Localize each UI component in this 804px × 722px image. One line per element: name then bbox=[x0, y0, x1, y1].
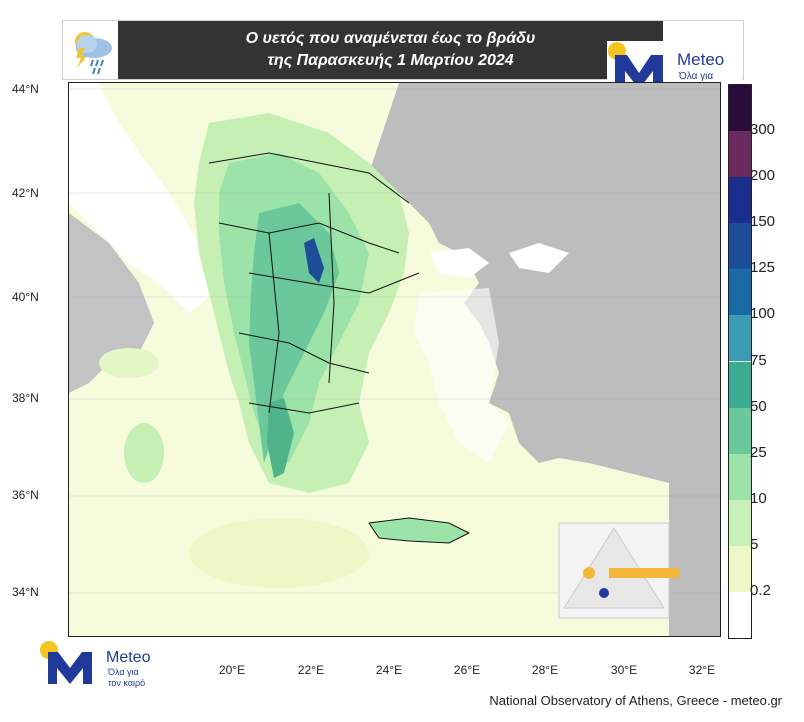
colorbar-label: 25 bbox=[750, 443, 767, 461]
colorbar-segment bbox=[729, 545, 751, 592]
lat-label-40: 40°N bbox=[12, 290, 39, 304]
colorbar-label: 50 bbox=[750, 397, 767, 415]
precipitation-map bbox=[68, 82, 721, 637]
title-line-1: Ο υετός που αναμένεται έως το βράδυ bbox=[245, 30, 536, 47]
lon-label-30: 30°E bbox=[610, 663, 638, 677]
lat-label-36: 36°N bbox=[12, 488, 39, 502]
logo-tagline-2-bottom: τον καιρό bbox=[108, 678, 145, 688]
logo-brand-bottom: Meteo bbox=[106, 649, 151, 666]
lon-label-24: 24°E bbox=[375, 663, 403, 677]
title-banner: Ο υετός που αναμένεται έως το βράδυ της … bbox=[62, 20, 744, 99]
meteo-logo-icon: Meteo Όλα για τον καιρό bbox=[40, 641, 151, 688]
lon-label-28: 28°E bbox=[531, 663, 559, 677]
rain-cloud-icon bbox=[75, 32, 112, 75]
colorbar-segment bbox=[729, 453, 751, 500]
lon-label-32: 32°E bbox=[688, 663, 716, 677]
colorbar-label: 200 bbox=[750, 167, 776, 185]
colorbar-segment bbox=[729, 269, 751, 316]
meteo-logo-bottom: Meteo Όλα για τον καιρό bbox=[40, 640, 170, 690]
title-line-2: της Παρασκευής 1 Μαρτίου 2024 bbox=[267, 52, 514, 69]
lon-label-20: 20°E bbox=[218, 663, 246, 677]
lon-label-22: 22°E bbox=[297, 663, 325, 677]
colorbar-label: 300 bbox=[750, 121, 776, 139]
colorbar-segment bbox=[729, 85, 751, 132]
colorbar-segment bbox=[729, 223, 751, 270]
precipitation-colorbar bbox=[728, 84, 752, 639]
colorbar-segment bbox=[729, 591, 751, 638]
logo-brand: Meteo bbox=[677, 50, 724, 69]
lat-label-38: 38°N bbox=[12, 391, 39, 405]
colorbar-label: 100 bbox=[750, 305, 776, 323]
colorbar-label: 150 bbox=[750, 213, 776, 231]
logo-tagline-1: Όλα για bbox=[678, 71, 713, 82]
colorbar-segment bbox=[729, 407, 751, 454]
source-footer: National Observatory of Athens, Greece -… bbox=[489, 693, 782, 708]
lat-label-42: 42°N bbox=[12, 186, 39, 200]
colorbar-label: 75 bbox=[750, 351, 767, 369]
lon-label-26: 26°E bbox=[453, 663, 481, 677]
colorbar-label: 125 bbox=[750, 259, 776, 277]
lat-label-44: 44°N bbox=[12, 82, 39, 96]
colorbar-label: 0.2 bbox=[750, 581, 771, 599]
colorbar-segment bbox=[729, 131, 751, 178]
colorbar-segment bbox=[729, 499, 751, 546]
logo-tagline-1-bottom: Όλα για bbox=[107, 667, 139, 677]
colorbar-segment bbox=[729, 177, 751, 224]
map-canvas bbox=[69, 83, 720, 636]
colorbar-segment bbox=[729, 361, 751, 408]
colorbar-segment bbox=[729, 315, 751, 362]
colorbar-label: 5 bbox=[750, 535, 759, 553]
lat-label-34: 34°N bbox=[12, 585, 39, 599]
map-title: Ο υετός που αναμένεται έως το βράδυ της … bbox=[118, 21, 663, 79]
risk-triangle-icon bbox=[558, 522, 679, 619]
colorbar-label: 10 bbox=[750, 489, 767, 507]
